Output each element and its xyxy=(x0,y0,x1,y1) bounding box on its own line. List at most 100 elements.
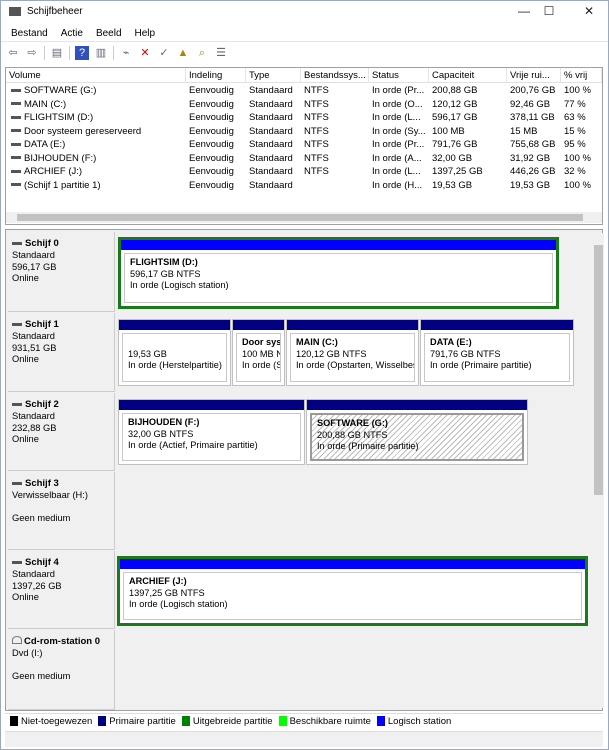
disk-label-0[interactable]: Schijf 0 Standaard 596,17 GB Online xyxy=(8,232,115,312)
cell-text: 15 MB xyxy=(510,125,538,137)
partition-data[interactable]: DATA (E:) 791,76 GB NTFS In orde (Primaire… xyxy=(420,319,574,386)
column-header-2[interactable]: Type xyxy=(246,68,301,83)
table-cell: NTFS xyxy=(301,98,369,112)
partition-recovery[interactable]: 19,53 GB In orde (Herstelpartitie) xyxy=(118,319,231,386)
delete-icon[interactable]: ✕ xyxy=(140,47,150,59)
table-cell: 791,76 GB xyxy=(429,138,507,152)
table-row[interactable]: SOFTWARE (G:) Eenvoudig Standaard NTFS In or… xyxy=(6,84,602,98)
table-row[interactable]: (Schijf 1 partitie 1) Eenvoudig Standaard I… xyxy=(6,179,602,193)
table-cell: Eenvoudig xyxy=(186,84,246,98)
partition-body: DATA (E:) 791,76 GB NTFS In orde (Primaire… xyxy=(424,333,570,382)
partition-door[interactable]: Door syst 100 MB N In orde (S xyxy=(232,319,285,386)
folder-up-icon[interactable]: ▲ xyxy=(177,47,189,59)
volume-list: Volume Indeling Type Bestandssys... Status Ca… xyxy=(5,67,603,225)
partition-software[interactable]: SOFTWARE (G:) 200,88 GB NTFS In orde (Prim… xyxy=(306,399,528,465)
partition-archief[interactable]: ARCHIEF (J:) 1397,25 GB NTFS In orde (Logi… xyxy=(117,556,588,626)
search-folder-icon[interactable]: ⌕ xyxy=(198,47,206,59)
table-row[interactable]: ARCHIEF (J:) Eenvoudig Standaard NTFS In ord… xyxy=(6,165,602,179)
forward-icon[interactable]: ⇨ xyxy=(27,47,37,59)
connect-icon[interactable]: ⌁ xyxy=(122,47,130,59)
menu-help[interactable]: Help xyxy=(134,28,156,39)
column-header-3[interactable]: Bestandssys... xyxy=(301,68,369,83)
close-button[interactable]: ✕ xyxy=(583,4,595,18)
table-row[interactable]: Door systeem gereserveerd Eenvoudig Standa… xyxy=(6,125,602,139)
disk-label-4[interactable]: Schijf 4 Standaard 1397,26 GB Online xyxy=(8,551,115,629)
maximize-button[interactable]: ☐ xyxy=(543,4,555,18)
disk-label-2[interactable]: Schijf 2 Standaard 232,88 GB Online xyxy=(8,393,115,471)
table-cell: 378,11 GB xyxy=(507,111,561,125)
partition-main[interactable]: MAIN (C:) 120,12 GB NTFS In orde (Opstarte… xyxy=(286,319,419,386)
table-row[interactable]: MAIN (C:) Eenvoudig Standaard NTFS In orde (… xyxy=(6,98,602,112)
vertical-scrollbar[interactable] xyxy=(593,233,604,708)
back-icon[interactable]: ⇦ xyxy=(8,47,18,59)
table-cell: 19,53 GB xyxy=(429,179,507,193)
disk-label-5[interactable]: Cd-rom-station 0 Dvd (I:) Geen medium xyxy=(8,630,115,710)
disk-state: Geen medium xyxy=(12,513,71,524)
table-row[interactable]: DATA (E:) Eenvoudig Standaard NTFS In orde (… xyxy=(6,138,602,152)
partition-flightsim[interactable]: FLIGHTSIM (D:) 596,17 GB NTFS In orde (Log… xyxy=(118,237,559,309)
column-header-5[interactable]: Capaciteit xyxy=(429,68,507,83)
menu-beeld[interactable]: Beeld xyxy=(95,28,122,39)
check-icon[interactable]: ✓ xyxy=(159,47,169,59)
cell-text: NTFS xyxy=(304,166,329,177)
table-cell: 63 % xyxy=(561,111,602,125)
properties-icon[interactable]: ▥ xyxy=(95,47,107,59)
partition-title: FLIGHTSIM (D:) xyxy=(130,257,198,267)
partition-status: In orde (S xyxy=(242,360,281,370)
disk-label-3[interactable]: Schijf 3 Verwisselbaar (H:) Geen medium xyxy=(8,472,115,550)
volume-name-cell: Door systeem gereserveerd xyxy=(6,125,186,139)
cdrom-icon xyxy=(12,636,22,644)
cell-text: In orde (A... xyxy=(372,152,422,164)
disk-icon xyxy=(12,323,22,327)
disk-name-text: Schijf 0 xyxy=(25,238,59,249)
menu-bar: Bestand Actie Beeld Help xyxy=(11,28,155,39)
table-cell: 15 % xyxy=(561,125,602,139)
help-icon[interactable]: ? xyxy=(75,46,89,60)
volume-name: DATA (E:) xyxy=(24,139,66,150)
menu-bestand[interactable]: Bestand xyxy=(11,28,48,39)
horizontal-scrollbar-thumb[interactable] xyxy=(17,214,583,221)
column-header-4[interactable]: Status xyxy=(369,68,429,83)
disk-name: Schijf 0 xyxy=(12,238,114,250)
table-cell: In orde (H... xyxy=(369,179,429,193)
cell-text: Eenvoudig xyxy=(189,139,234,150)
cell-text: Standaard xyxy=(249,98,293,110)
menu-actie[interactable]: Actie xyxy=(60,28,83,39)
disk-name: Schijf 2 xyxy=(12,399,114,411)
partition-body: FLIGHTSIM (D:) 596,17 GB NTFS In orde (Log… xyxy=(124,253,553,303)
disk-name-text: Schijf 3 xyxy=(25,478,59,489)
table-cell: NTFS xyxy=(301,152,369,166)
table-cell: Standaard xyxy=(246,84,301,98)
list-icon[interactable]: ☰ xyxy=(216,47,226,59)
column-header-7[interactable]: % vrij xyxy=(561,68,602,83)
minimize-button[interactable]: — xyxy=(518,4,530,18)
partition-title xyxy=(128,337,226,349)
column-header-1[interactable]: Indeling xyxy=(186,68,246,83)
column-header-0[interactable]: Volume xyxy=(6,68,186,83)
table-cell: 32 % xyxy=(561,165,602,179)
partition-body: MAIN (C:) 120,12 GB NTFS In orde (Opstarte… xyxy=(290,333,415,382)
disk-type: Standaard xyxy=(12,249,55,260)
disk-graphical-pane: Schijf 0 Standaard 596,17 GB Online FLIGHTSI… xyxy=(5,229,603,711)
partition-bijhouden[interactable]: BIJHOUDEN (F:) 32,00 GB NTFS In orde (Acti… xyxy=(118,399,305,465)
table-cell: In orde (L... xyxy=(369,165,429,179)
partition-body: Door syst 100 MB N In orde (S xyxy=(236,333,281,382)
partition-title: BIJHOUDEN (F:) xyxy=(128,417,200,427)
partition-color-bar xyxy=(421,320,573,330)
legend-swatch xyxy=(376,715,385,726)
volume-name-cell: FLIGHTSIM (D:) xyxy=(6,111,186,125)
vertical-scrollbar-thumb[interactable] xyxy=(594,245,603,495)
volume-name-cell: DATA (E:) xyxy=(6,138,186,152)
console-tree-icon[interactable]: ▤ xyxy=(51,47,63,59)
toolbar-separator xyxy=(69,46,70,60)
table-row[interactable]: FLIGHTSIM (D:) Eenvoudig Standaard NTFS In o… xyxy=(6,111,602,125)
table-row[interactable]: BIJHOUDEN (F:) Eenvoudig Standaard NTFS In o… xyxy=(6,152,602,166)
cell-text: In orde (L... xyxy=(372,112,421,123)
column-header-6[interactable]: Vrije rui... xyxy=(507,68,561,83)
partition-color-bar xyxy=(233,320,284,330)
cell-text: NTFS xyxy=(304,139,329,150)
cell-text: NTFS xyxy=(304,152,329,164)
partition-body: SOFTWARE (G:) 200,88 GB NTFS In orde (Prim… xyxy=(310,413,524,461)
disk-label-1[interactable]: Schijf 1 Standaard 931,51 GB Online xyxy=(8,313,115,392)
cell-text: Eenvoudig xyxy=(189,85,234,96)
